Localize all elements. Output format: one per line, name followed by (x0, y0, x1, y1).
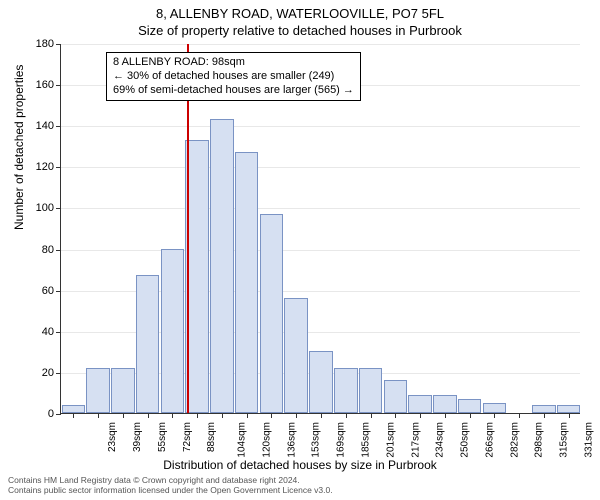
x-tick-label: 88sqm (206, 422, 217, 452)
x-tick (346, 413, 347, 418)
x-tick (98, 413, 99, 418)
grid-line (61, 126, 580, 127)
x-tick (569, 413, 570, 418)
histogram-bar (334, 368, 358, 413)
x-tick (445, 413, 446, 418)
y-tick (56, 167, 61, 168)
x-tick-label: 55sqm (157, 422, 168, 452)
histogram-bar (408, 395, 432, 414)
histogram-bar (111, 368, 135, 413)
histogram-bar (260, 214, 284, 413)
histogram-bar (284, 298, 308, 413)
annotation-box: 8 ALLENBY ROAD: 98sqm← 30% of detached h… (106, 52, 361, 101)
x-tick (296, 413, 297, 418)
chart-title-desc: Size of property relative to detached ho… (0, 21, 600, 38)
x-tick (148, 413, 149, 418)
annotation-line: ← 30% of detached houses are smaller (24… (113, 70, 354, 84)
grid-line (61, 44, 580, 45)
x-tick-label: 298sqm (534, 422, 545, 458)
x-tick-label: 120sqm (262, 422, 273, 458)
chart-title-address: 8, ALLENBY ROAD, WATERLOOVILLE, PO7 5FL (0, 0, 600, 21)
y-tick-label: 80 (14, 244, 54, 256)
x-tick (321, 413, 322, 418)
histogram-bar (458, 399, 482, 413)
plot-area: 02040608010012014016018023sqm39sqm55sqm7… (60, 44, 580, 414)
y-tick-label: 0 (14, 408, 54, 420)
x-tick-label: 136sqm (286, 422, 297, 458)
x-tick (395, 413, 396, 418)
x-tick-label: 201sqm (385, 422, 396, 458)
x-tick-label: 250sqm (460, 422, 471, 458)
y-tick (56, 414, 61, 415)
y-tick (56, 126, 61, 127)
x-tick (470, 413, 471, 418)
x-tick-label: 266sqm (484, 422, 495, 458)
y-tick (56, 208, 61, 209)
x-tick (420, 413, 421, 418)
annotation-line: 69% of semi-detached houses are larger (… (113, 84, 354, 98)
x-tick (271, 413, 272, 418)
attribution-text: Contains HM Land Registry data © Crown c… (8, 476, 333, 496)
x-axis-label: Distribution of detached houses by size … (0, 458, 600, 472)
y-tick (56, 373, 61, 374)
x-tick (519, 413, 520, 418)
histogram-bar (62, 405, 86, 413)
histogram-bar (136, 275, 160, 413)
x-tick-label: 185sqm (361, 422, 372, 458)
x-tick (247, 413, 248, 418)
y-tick-label: 20 (14, 367, 54, 379)
histogram-bar (309, 351, 333, 413)
histogram-bar (433, 395, 457, 414)
histogram-bar (483, 403, 507, 413)
y-tick-label: 60 (14, 285, 54, 297)
x-tick-label: 315sqm (559, 422, 570, 458)
x-tick-label: 169sqm (336, 422, 347, 458)
histogram-bar (359, 368, 383, 413)
x-tick-label: 217sqm (410, 422, 421, 458)
histogram-bar (557, 405, 581, 413)
y-tick-label: 40 (14, 326, 54, 338)
y-tick-label: 100 (14, 202, 54, 214)
x-tick (172, 413, 173, 418)
x-tick (544, 413, 545, 418)
histogram-bar (384, 380, 408, 413)
y-tick (56, 291, 61, 292)
grid-line (61, 208, 580, 209)
attribution-line-2: Contains public sector information licen… (8, 486, 333, 496)
y-tick-label: 120 (14, 161, 54, 173)
y-tick (56, 44, 61, 45)
x-tick-label: 282sqm (509, 422, 520, 458)
y-tick-label: 140 (14, 120, 54, 132)
x-tick-label: 234sqm (435, 422, 446, 458)
plot-wrapper: 02040608010012014016018023sqm39sqm55sqm7… (60, 44, 580, 414)
histogram-bar (86, 368, 110, 413)
histogram-bar (532, 405, 556, 413)
histogram-bar (210, 119, 234, 413)
histogram-bar (161, 249, 185, 413)
y-tick-label: 160 (14, 79, 54, 91)
x-tick (494, 413, 495, 418)
x-tick-label: 104sqm (237, 422, 248, 458)
grid-line (61, 167, 580, 168)
y-tick (56, 250, 61, 251)
x-tick (222, 413, 223, 418)
histogram-bar (235, 152, 259, 413)
x-tick-label: 39sqm (132, 422, 143, 452)
x-tick (73, 413, 74, 418)
x-tick (123, 413, 124, 418)
y-tick-label: 180 (14, 38, 54, 50)
y-tick (56, 332, 61, 333)
x-tick-label: 331sqm (583, 422, 594, 458)
x-tick-label: 153sqm (311, 422, 322, 458)
x-tick-label: 72sqm (182, 422, 193, 452)
y-tick (56, 85, 61, 86)
x-tick (197, 413, 198, 418)
x-tick-label: 23sqm (107, 422, 118, 452)
x-tick (371, 413, 372, 418)
grid-line (61, 250, 580, 251)
annotation-line: 8 ALLENBY ROAD: 98sqm (113, 56, 354, 70)
